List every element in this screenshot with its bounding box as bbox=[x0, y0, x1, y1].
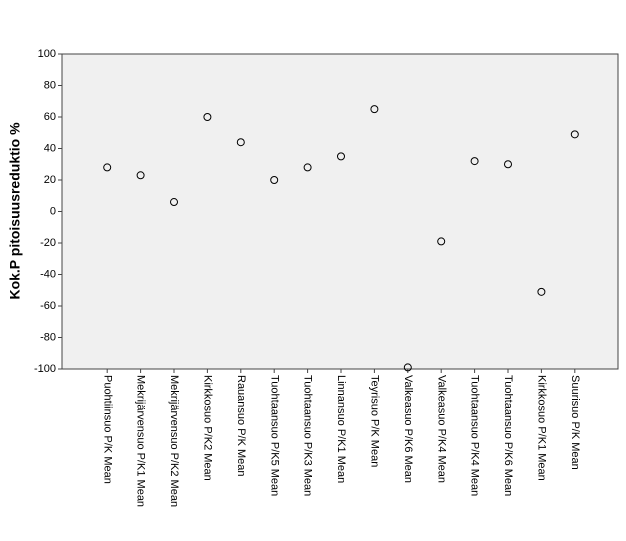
marker bbox=[236, 138, 245, 147]
y-tick-label: -100 bbox=[34, 363, 56, 375]
x-tick-label: Tuohtaansuo P/K6 Mean bbox=[502, 375, 514, 496]
y-tick-label: 80 bbox=[44, 79, 56, 91]
x-tick-label: Mekrijärvensuo P/K2 Mean bbox=[168, 375, 180, 507]
y-tick-label: -60 bbox=[40, 300, 56, 312]
marker bbox=[403, 363, 412, 372]
x-tick-label: Suurisuo P/K Mean bbox=[569, 375, 581, 470]
marker bbox=[470, 157, 479, 166]
x-tick-label: Tuohtaansuo P/K4 Mean bbox=[469, 375, 481, 496]
x-tick-label: Tuohtaansuo P/K5 Mean bbox=[268, 375, 280, 496]
marker bbox=[170, 198, 178, 207]
y-tick-label: 0 bbox=[50, 205, 56, 217]
y-tick-label: -80 bbox=[40, 331, 56, 343]
x-tick-label: Teyrisuo P/K Mean bbox=[368, 375, 380, 467]
y-tick-label: 100 bbox=[38, 48, 56, 60]
x-tick-label: Linnansuo P/K1 Mean bbox=[335, 375, 347, 483]
x-tick-label: Puohtiinsuo P/K Mean bbox=[101, 375, 113, 484]
marker bbox=[337, 152, 345, 161]
y-axis-label: Kok.P pitoisuusreduktio % bbox=[7, 122, 23, 300]
x-tick-label: Tuohtaansuo P/K3 Mean bbox=[302, 375, 314, 496]
marker bbox=[270, 176, 279, 184]
marker bbox=[303, 163, 312, 172]
marker bbox=[437, 237, 446, 246]
x-tick-label: Rauansuo P/K Mean bbox=[235, 375, 247, 477]
plot-area bbox=[61, 53, 619, 370]
x-tick-label: Valkeasuo P/K6 Mean bbox=[402, 375, 414, 483]
x-tick-label: Valkeasuo P/K4 Mean bbox=[435, 375, 447, 483]
y-tick-label: 40 bbox=[44, 142, 56, 154]
marker bbox=[370, 105, 379, 114]
x-tick-label: Kirkkosuo P/K2 Mean bbox=[201, 375, 213, 481]
marker bbox=[103, 163, 112, 172]
marker bbox=[504, 160, 512, 169]
y-tick-label: -20 bbox=[40, 237, 56, 249]
marker bbox=[537, 287, 546, 296]
marker bbox=[570, 130, 579, 139]
y-tick-label: 20 bbox=[44, 174, 56, 186]
x-tick-label: Mekrijärvensuo P/K1 Mean bbox=[135, 375, 147, 507]
y-tick-label: 60 bbox=[44, 111, 56, 123]
y-tick-label: -40 bbox=[40, 268, 56, 280]
marker bbox=[136, 171, 145, 180]
marker bbox=[203, 113, 212, 121]
x-tick-label: Kirkkosuo P/K1 Mean bbox=[535, 375, 547, 481]
